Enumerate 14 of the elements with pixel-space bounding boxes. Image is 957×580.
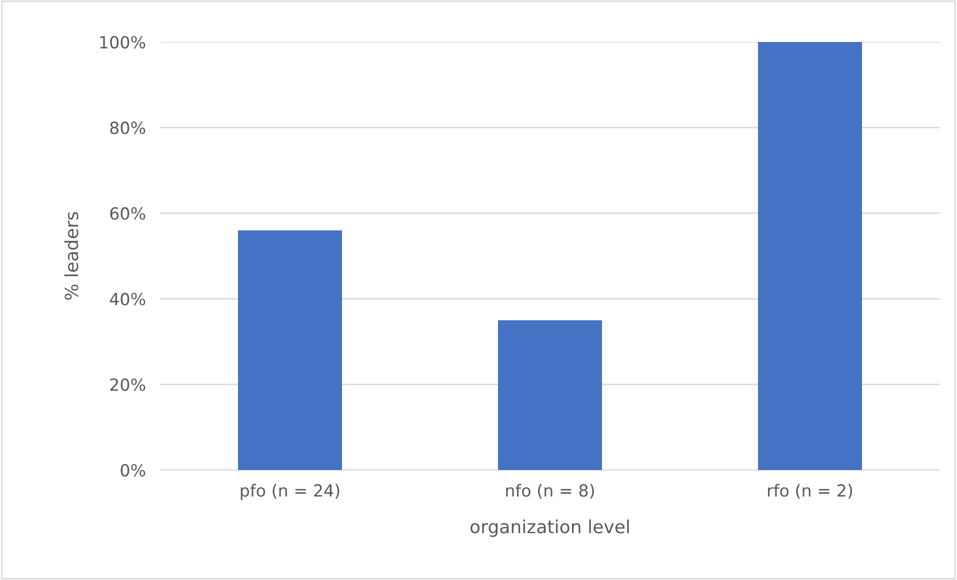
- bar: [758, 42, 862, 470]
- x-tick-label: pfo (n = 24): [240, 484, 340, 500]
- y-tick-label: 40%: [110, 292, 146, 306]
- y-tick-label: 60%: [110, 207, 146, 220]
- y-tick-label: 80%: [110, 122, 146, 134]
- y-tick-label: 20%: [110, 378, 146, 391]
- y-tick-label: 0%: [120, 464, 146, 477]
- bar: [498, 320, 602, 470]
- y-tick-label: 100%: [100, 36, 146, 49]
- x-axis-title: organization level: [470, 519, 629, 537]
- y-axis-title: % leaders: [64, 212, 78, 300]
- bar: [238, 230, 342, 470]
- x-tick-label: nfo (n = 8): [506, 484, 594, 499]
- x-tick-label: rfo (n = 2): [768, 484, 852, 499]
